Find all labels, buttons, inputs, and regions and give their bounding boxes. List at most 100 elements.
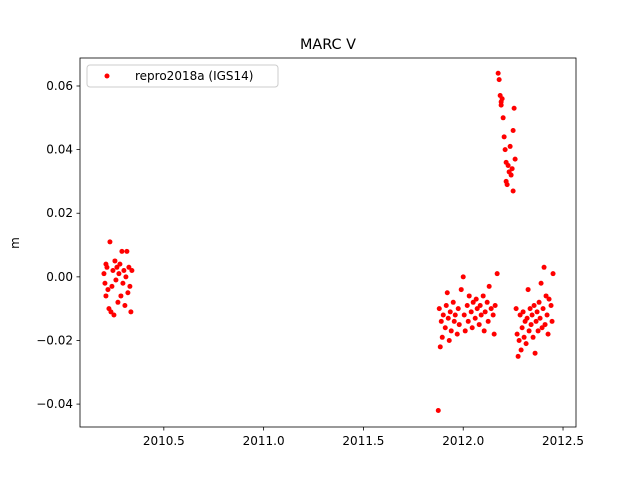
plot-frame bbox=[79, 57, 577, 428]
data-point bbox=[473, 296, 479, 302]
data-point bbox=[485, 318, 491, 324]
data-point bbox=[510, 128, 516, 134]
data-point bbox=[519, 325, 525, 331]
data-point bbox=[443, 302, 449, 308]
data-point bbox=[462, 328, 468, 334]
data-point bbox=[442, 325, 448, 331]
data-point bbox=[518, 347, 524, 353]
data-point bbox=[480, 293, 486, 299]
data-point bbox=[539, 325, 545, 331]
data-point bbox=[476, 322, 482, 328]
data-point bbox=[524, 315, 530, 321]
data-point bbox=[437, 344, 443, 350]
data-point bbox=[119, 248, 125, 254]
data-point bbox=[535, 328, 541, 334]
data-point bbox=[504, 182, 510, 188]
data-point bbox=[515, 353, 521, 359]
data-point bbox=[532, 350, 538, 356]
data-point bbox=[484, 299, 490, 305]
data-point bbox=[105, 287, 111, 293]
y-tick-label: 0.02 bbox=[46, 206, 73, 220]
y-axis-label: m bbox=[8, 237, 22, 249]
data-point bbox=[544, 312, 550, 318]
data-point bbox=[465, 318, 471, 324]
data-point bbox=[529, 312, 535, 318]
data-point bbox=[510, 188, 516, 194]
data-point bbox=[472, 315, 478, 321]
x-tick-label: 2012.0 bbox=[442, 434, 484, 448]
data-point bbox=[447, 309, 453, 315]
data-point bbox=[478, 312, 484, 318]
data-point bbox=[521, 334, 527, 340]
data-point bbox=[102, 280, 108, 286]
y-tick-label: 0.00 bbox=[46, 270, 73, 284]
data-point bbox=[542, 322, 548, 328]
data-point bbox=[505, 163, 511, 169]
data-point bbox=[438, 318, 444, 324]
data-point bbox=[129, 267, 135, 273]
data-point bbox=[469, 325, 475, 331]
data-point bbox=[514, 331, 520, 337]
data-point bbox=[526, 328, 532, 334]
data-point bbox=[538, 280, 544, 286]
chart-title: MARC V bbox=[300, 37, 356, 53]
data-point bbox=[531, 302, 537, 308]
data-point bbox=[545, 331, 551, 337]
data-point bbox=[492, 302, 498, 308]
data-point bbox=[477, 302, 483, 308]
data-point bbox=[123, 274, 129, 280]
data-point bbox=[491, 331, 497, 337]
data-point bbox=[103, 293, 109, 299]
data-point bbox=[436, 306, 442, 312]
data-point bbox=[512, 156, 518, 162]
x-tick-label: 2012.5 bbox=[542, 434, 584, 448]
data-point bbox=[124, 248, 130, 254]
data-point bbox=[439, 334, 445, 340]
legend-marker bbox=[104, 73, 110, 79]
data-point bbox=[466, 293, 472, 299]
data-point bbox=[533, 318, 539, 324]
data-point bbox=[501, 134, 507, 140]
data-point bbox=[550, 271, 556, 277]
data-point bbox=[118, 293, 124, 299]
data-point bbox=[116, 271, 122, 277]
data-point bbox=[486, 283, 492, 289]
data-point bbox=[496, 77, 502, 83]
data-point bbox=[546, 296, 552, 302]
data-point bbox=[440, 312, 446, 318]
data-point bbox=[523, 341, 529, 347]
data-point bbox=[513, 306, 519, 312]
data-point bbox=[114, 264, 120, 270]
data-point bbox=[112, 258, 118, 264]
data-point bbox=[455, 306, 461, 312]
data-point bbox=[530, 334, 536, 340]
data-point bbox=[128, 309, 134, 315]
data-point bbox=[120, 280, 126, 286]
data-point bbox=[481, 328, 487, 334]
y-tick-label: 0.06 bbox=[46, 79, 73, 93]
data-point bbox=[495, 70, 501, 76]
data-point bbox=[517, 312, 523, 318]
data-point bbox=[101, 271, 107, 277]
data-point bbox=[494, 271, 500, 277]
data-point bbox=[108, 309, 114, 315]
data-point bbox=[536, 299, 542, 305]
data-point bbox=[511, 105, 517, 111]
data-point bbox=[490, 312, 496, 318]
data-point bbox=[498, 102, 504, 108]
data-point bbox=[454, 331, 460, 337]
data-point bbox=[507, 143, 513, 149]
data-point bbox=[464, 302, 470, 308]
data-point bbox=[549, 318, 555, 324]
data-point bbox=[488, 306, 494, 312]
data-point bbox=[446, 337, 452, 343]
data-point bbox=[470, 299, 476, 305]
y-tick-label: 0.04 bbox=[46, 143, 73, 157]
data-point bbox=[104, 264, 110, 270]
legend-box bbox=[86, 64, 279, 88]
data-point bbox=[451, 318, 457, 324]
legend-label: repro2018a (IGS14) bbox=[135, 69, 253, 83]
data-point bbox=[458, 287, 464, 293]
